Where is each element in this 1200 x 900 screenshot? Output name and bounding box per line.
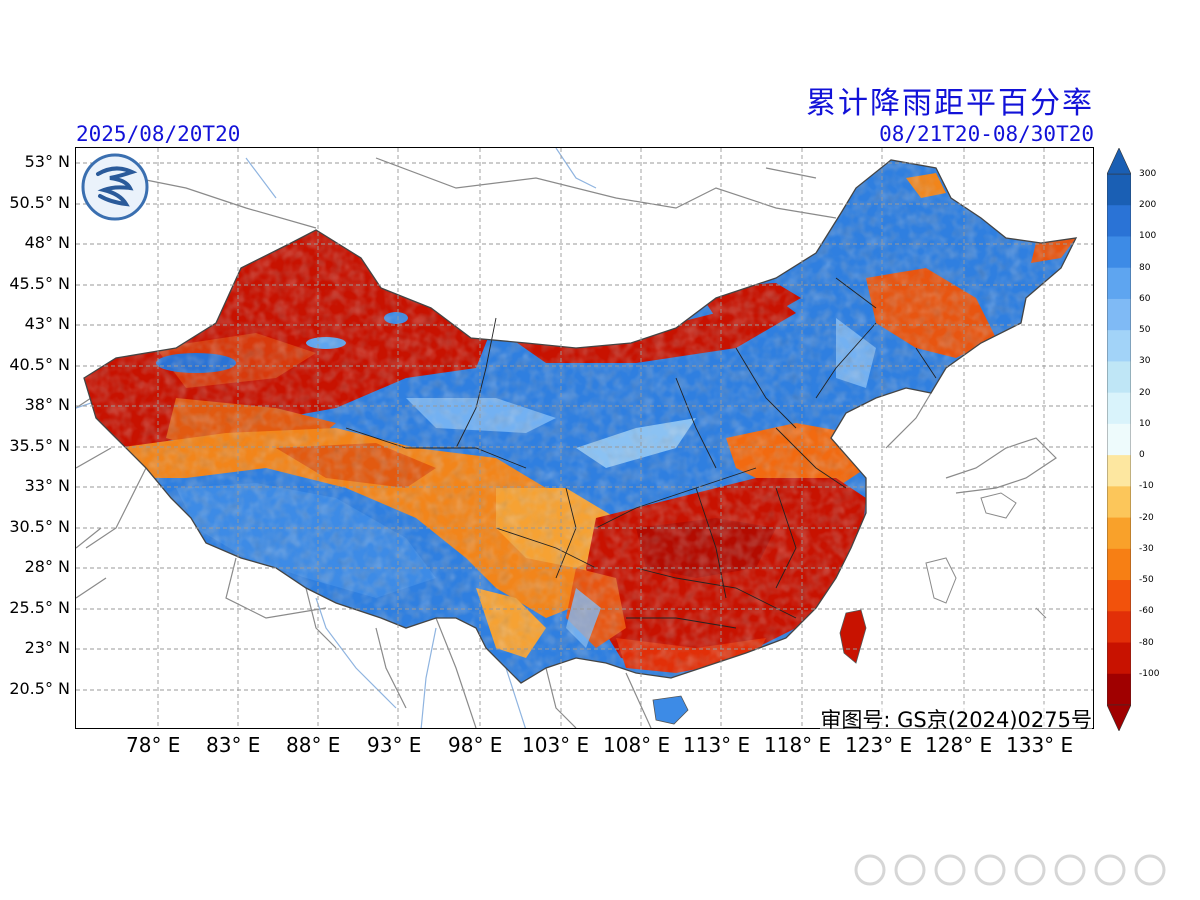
colorbar-segment <box>1107 361 1131 394</box>
lon-label-108: 108° E <box>603 733 671 757</box>
issue-time: 2025/08/20T20 <box>76 122 241 146</box>
precipitation-anomaly-map <box>75 147 1094 729</box>
colorbar-tick-label: 300 <box>1139 169 1157 179</box>
lon-label-118: 118° E <box>764 733 832 757</box>
colorbar-tick-label: 20 <box>1139 387 1151 398</box>
colorbar-tick-label: -30 <box>1139 543 1154 554</box>
colorbar-tick-label: 100 <box>1139 231 1157 242</box>
colorbar-segment <box>1107 673 1131 706</box>
lon-label-98: 98° E <box>448 733 503 757</box>
lat-label-43: 43° N <box>24 314 70 333</box>
colorbar-tick-label: -100 <box>1139 668 1160 679</box>
lat-label-50-5: 50.5° N <box>9 193 70 212</box>
colorbar-segment <box>1107 298 1131 331</box>
lat-label-48: 48° N <box>24 233 70 252</box>
cma-logo-icon <box>81 153 149 221</box>
watermark-logo <box>854 854 1166 886</box>
lon-label-83: 83° E <box>206 733 261 757</box>
map-approval-number: 审图号: GS京(2024)0275号 <box>820 704 1092 734</box>
colorbar-segment <box>1107 642 1131 675</box>
colorbar-bottom-arrow <box>1107 704 1131 731</box>
colorbar-segment <box>1107 517 1131 550</box>
lat-label-25-5: 25.5° N <box>9 598 70 617</box>
colorbar-segment <box>1107 205 1131 237</box>
map-canvas <box>76 148 1093 728</box>
lon-label-88: 88° E <box>286 733 341 757</box>
colorbar-tick-label: -10 <box>1139 481 1154 492</box>
lat-label-23: 23° N <box>24 638 70 657</box>
colorbar-tick-label: -20 <box>1139 512 1154 523</box>
colorbar-legend <box>1107 148 1131 731</box>
lat-label-35-5: 35.5° N <box>9 436 70 455</box>
colorbar-tick-label: 0 <box>1139 450 1145 461</box>
lat-label-38: 38° N <box>24 395 70 414</box>
lat-label-53: 53° N <box>24 152 70 171</box>
lat-label-45-5: 45.5° N <box>9 274 70 293</box>
colorbar-tick-label: 60 <box>1139 293 1151 304</box>
colorbar-segment <box>1107 267 1131 300</box>
colorbar-tick-label: -50 <box>1139 575 1154 586</box>
lat-label-33: 33° N <box>24 476 70 495</box>
lon-label-128: 128° E <box>925 733 993 757</box>
colorbar-tick-label: 50 <box>1139 325 1151 336</box>
colorbar-segment <box>1107 548 1131 581</box>
lat-label-40-5: 40.5° N <box>9 355 70 374</box>
colorbar-segment <box>1107 455 1131 487</box>
lon-label-78: 78° E <box>126 733 181 757</box>
lon-label-103: 103° E <box>522 733 590 757</box>
colorbar-segment <box>1107 580 1131 612</box>
colorbar-segment <box>1107 392 1131 425</box>
colorbar-segment <box>1107 174 1131 206</box>
lon-label-113: 113° E <box>683 733 751 757</box>
map-title: 累计降雨距平百分率 <box>806 86 1094 121</box>
colorbar-segment <box>1107 330 1131 362</box>
lon-label-123: 123° E <box>845 733 913 757</box>
colorbar-tick-label: 200 <box>1139 200 1157 211</box>
colorbar-segment <box>1107 236 1131 269</box>
lat-label-20-5: 20.5° N <box>9 679 70 698</box>
colorbar-top-arrow <box>1107 148 1131 175</box>
colorbar-segment <box>1107 423 1131 456</box>
colorbar-tick-label: 30 <box>1139 356 1151 367</box>
colorbar-tick-label: -80 <box>1139 637 1154 648</box>
valid-period: 08/21T20-08/30T20 <box>879 122 1094 146</box>
lon-label-93: 93° E <box>367 733 422 757</box>
colorbar-tick-label: 10 <box>1139 418 1151 429</box>
colorbar-segment <box>1107 486 1131 519</box>
colorbar-segment <box>1107 611 1131 644</box>
lon-label-133: 133° E <box>1006 733 1074 757</box>
lat-label-28: 28° N <box>24 557 70 576</box>
lat-label-30-5: 30.5° N <box>9 517 70 536</box>
colorbar-tick-label: 80 <box>1139 262 1151 273</box>
colorbar-tick-label: -60 <box>1139 606 1154 617</box>
